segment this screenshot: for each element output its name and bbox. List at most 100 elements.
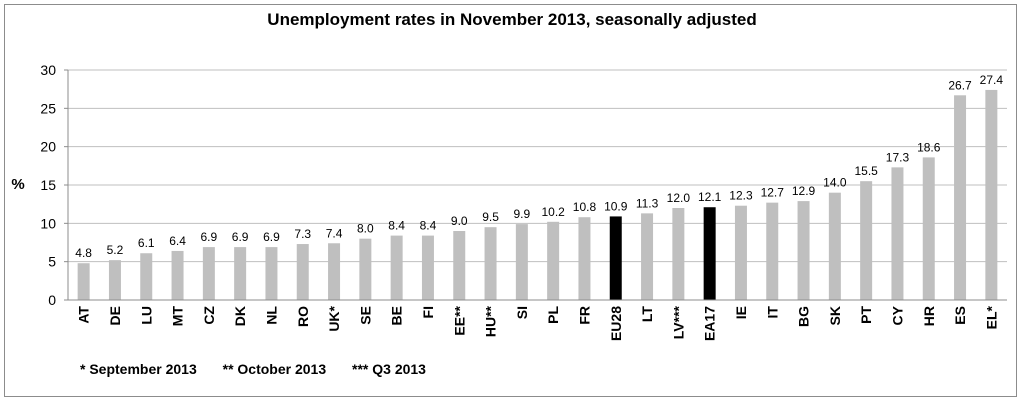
x-tick-label: BE	[389, 306, 405, 325]
y-tick-label: 20	[40, 139, 56, 155]
bar-de	[108, 260, 121, 300]
x-tick-label: ES	[952, 306, 968, 325]
x-tick-label: FI	[420, 306, 436, 318]
data-label: 8.0	[357, 222, 374, 236]
footnotes: * September 2013 ** October 2013 *** Q3 …	[80, 361, 448, 377]
data-label: 7.3	[294, 227, 311, 241]
y-tick-label: 30	[40, 62, 56, 78]
data-label: 17.3	[886, 150, 910, 164]
bar-fr	[578, 217, 591, 300]
y-axis-label: %	[11, 176, 24, 193]
bar-es	[954, 95, 967, 300]
data-label: 6.9	[232, 230, 249, 244]
x-tick-label: SK	[827, 306, 843, 325]
data-label: 6.9	[263, 230, 280, 244]
data-label: 12.0	[667, 191, 691, 205]
x-tick-label: BG	[796, 306, 812, 327]
data-label: 12.7	[761, 186, 785, 200]
footnote-3: *** Q3 2013	[352, 361, 426, 377]
bar-pl	[547, 221, 560, 300]
x-tick-label: SE	[357, 306, 373, 325]
y-tick-label: 10	[40, 215, 56, 231]
x-tick-label: DE	[107, 306, 123, 325]
bar-se	[359, 238, 372, 300]
bar-dk	[234, 247, 247, 300]
bar-at	[77, 263, 90, 300]
bar-it	[766, 202, 779, 300]
bar-uk	[328, 243, 341, 300]
bar-ea17	[703, 207, 716, 300]
bar-lt	[641, 213, 654, 300]
data-label: 12.9	[792, 184, 816, 198]
data-label: 6.4	[169, 234, 186, 248]
data-label: 8.4	[388, 219, 405, 233]
x-tick-label: UK*	[326, 305, 342, 331]
data-label: 12.3	[729, 189, 753, 203]
data-label: 18.6	[917, 140, 941, 154]
data-label: 10.9	[604, 199, 628, 213]
y-tick-label: 15	[40, 177, 56, 193]
bar-mt	[171, 250, 184, 300]
x-tick-label: LV***	[670, 305, 686, 339]
bar-ro	[296, 244, 309, 300]
data-label: 4.8	[75, 246, 92, 260]
data-label: 11.3	[636, 196, 659, 210]
x-tick-label: MT	[170, 306, 186, 327]
data-label: 12.1	[698, 190, 722, 204]
x-tick-label: RO	[295, 306, 311, 327]
chart-title: Unemployment rates in November 2013, sea…	[267, 10, 757, 29]
bar-cz	[202, 247, 215, 300]
bar-pt	[860, 181, 873, 300]
footnote-2: ** October 2013	[222, 361, 327, 377]
data-label: 27.4	[980, 73, 1004, 87]
x-tick-label: NL	[263, 306, 279, 325]
bar-lv	[672, 208, 685, 300]
x-tick-label: SI	[514, 306, 530, 319]
x-tick-label: IT	[764, 306, 780, 319]
bar-ee	[453, 231, 466, 300]
bar-el	[985, 89, 998, 300]
bar-bg	[797, 201, 810, 300]
data-label: 26.7	[948, 78, 972, 92]
x-tick-label: PL	[545, 306, 561, 324]
x-tick-label: EA17	[702, 306, 718, 341]
data-label: 5.2	[107, 243, 124, 257]
bar-hr	[922, 157, 935, 300]
data-label: 6.1	[138, 236, 155, 250]
footnote-1: * September 2013	[80, 361, 197, 377]
data-label: 10.8	[573, 200, 597, 214]
y-tick-label: 0	[48, 292, 56, 308]
bar-nl	[265, 247, 278, 300]
x-tick-label: FR	[576, 306, 592, 325]
x-tick-label: LT	[639, 306, 655, 323]
data-label: 9.9	[514, 207, 531, 221]
x-tick-label: DK	[232, 306, 248, 326]
x-tick-label: EL*	[983, 305, 999, 329]
data-label: 7.4	[326, 226, 343, 240]
bar-ie	[734, 205, 747, 300]
bar-lu	[140, 253, 153, 300]
y-tick-label: 25	[40, 100, 56, 116]
bar-be	[390, 235, 403, 300]
data-label: 14.0	[823, 176, 847, 190]
x-tick-label: EE**	[451, 305, 467, 335]
x-tick-label: LU	[138, 306, 154, 325]
data-label: 9.5	[482, 210, 499, 224]
x-tick-label: CY	[889, 305, 905, 325]
data-label: 9.0	[451, 214, 468, 228]
x-tick-label: HU**	[483, 305, 499, 337]
data-label: 6.9	[201, 230, 218, 244]
bar-sk	[828, 192, 841, 300]
x-tick-label: EU28	[608, 306, 624, 341]
bar-fi	[421, 235, 434, 300]
y-tick-label: 5	[48, 254, 56, 270]
x-tick-label: CZ	[201, 306, 217, 325]
bar-hu	[484, 227, 497, 300]
x-tick-label: PT	[858, 306, 874, 324]
data-label: 10.2	[541, 205, 565, 219]
bar-si	[515, 224, 528, 300]
data-label: 8.4	[420, 219, 437, 233]
bar-cy	[891, 167, 904, 300]
x-tick-label: AT	[76, 306, 92, 324]
